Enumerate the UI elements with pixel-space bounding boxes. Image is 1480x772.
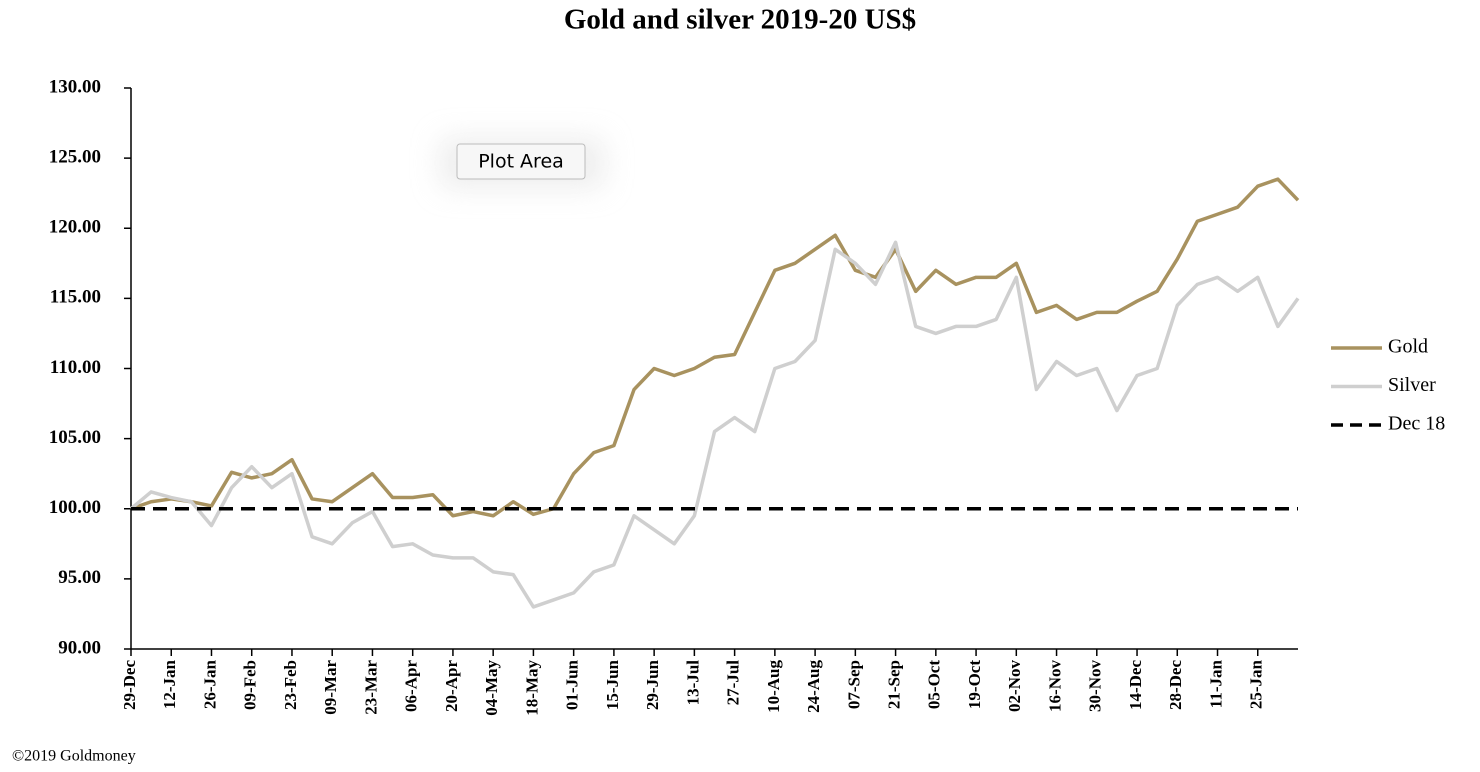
- y-tick-label: 130.00: [49, 76, 101, 97]
- legend-label: Silver: [1388, 374, 1436, 396]
- series-line: [129, 240, 1300, 609]
- tooltip: Plot Area: [478, 151, 564, 173]
- y-tick-label: 110.00: [50, 357, 101, 378]
- x-tick-label: 19-Oct: [965, 660, 984, 709]
- x-tick-label: 12-Jan: [160, 659, 179, 709]
- x-tick-label: 16-Nov: [1045, 660, 1064, 712]
- y-tick-label: 115.00: [50, 287, 101, 308]
- x-tick-label: 30-Nov: [1086, 660, 1105, 712]
- y-tick-label: 95.00: [58, 567, 101, 588]
- x-tick-label: 26-Jan: [200, 659, 219, 709]
- x-tick-label: 21-Sep: [884, 660, 903, 709]
- legend-label: Gold: [1388, 336, 1428, 358]
- legend-label: Dec 18: [1388, 413, 1445, 435]
- x-tick-label: 01-Jun: [563, 659, 582, 710]
- x-tick-label: 20-Apr: [442, 660, 461, 712]
- x-tick-label: 23-Mar: [361, 660, 380, 715]
- x-tick-label: 14-Dec: [1126, 660, 1145, 710]
- x-tick-label: 05-Oct: [925, 660, 944, 709]
- series-line: [130, 177, 1300, 518]
- x-tick-label: 02-Nov: [1005, 660, 1024, 712]
- x-tick-label: 27-Jul: [724, 660, 743, 706]
- x-tick-label: 23-Feb: [281, 660, 300, 710]
- y-tick-label: 105.00: [49, 427, 101, 448]
- chart-title: Gold and silver 2019-20 US$: [564, 4, 916, 36]
- x-tick-label: 09-Feb: [241, 660, 260, 710]
- tooltip-box: [456, 143, 586, 180]
- y-tick-label: 125.00: [49, 146, 101, 167]
- x-tick-label: 18-May: [522, 660, 541, 716]
- x-tick-label: 09-Mar: [321, 660, 340, 715]
- x-tick-label: 29-Dec: [120, 660, 139, 710]
- y-tick-label: 90.00: [58, 637, 101, 658]
- x-tick-label: 06-Apr: [402, 660, 421, 712]
- y-tick-label: 100.00: [49, 497, 101, 518]
- x-tick-label: 15-Jun: [603, 659, 622, 710]
- x-tick-label: 24-Aug: [804, 660, 823, 713]
- x-tick-label: 28-Dec: [1166, 660, 1185, 710]
- x-tick-label: 25-Jan: [1247, 659, 1266, 709]
- x-tick-label: 10-Aug: [764, 660, 783, 713]
- source: ©2019 Goldmoney: [12, 748, 136, 765]
- y-tick-label: 120.00: [49, 217, 101, 238]
- x-tick-label: 11-Jan: [1206, 659, 1225, 708]
- x-tick-label: 13-Jul: [683, 660, 702, 706]
- x-tick-label: 04-May: [482, 660, 501, 716]
- x-tick-label: 29-Jun: [643, 659, 662, 710]
- x-tick-label: 07-Sep: [844, 660, 863, 709]
